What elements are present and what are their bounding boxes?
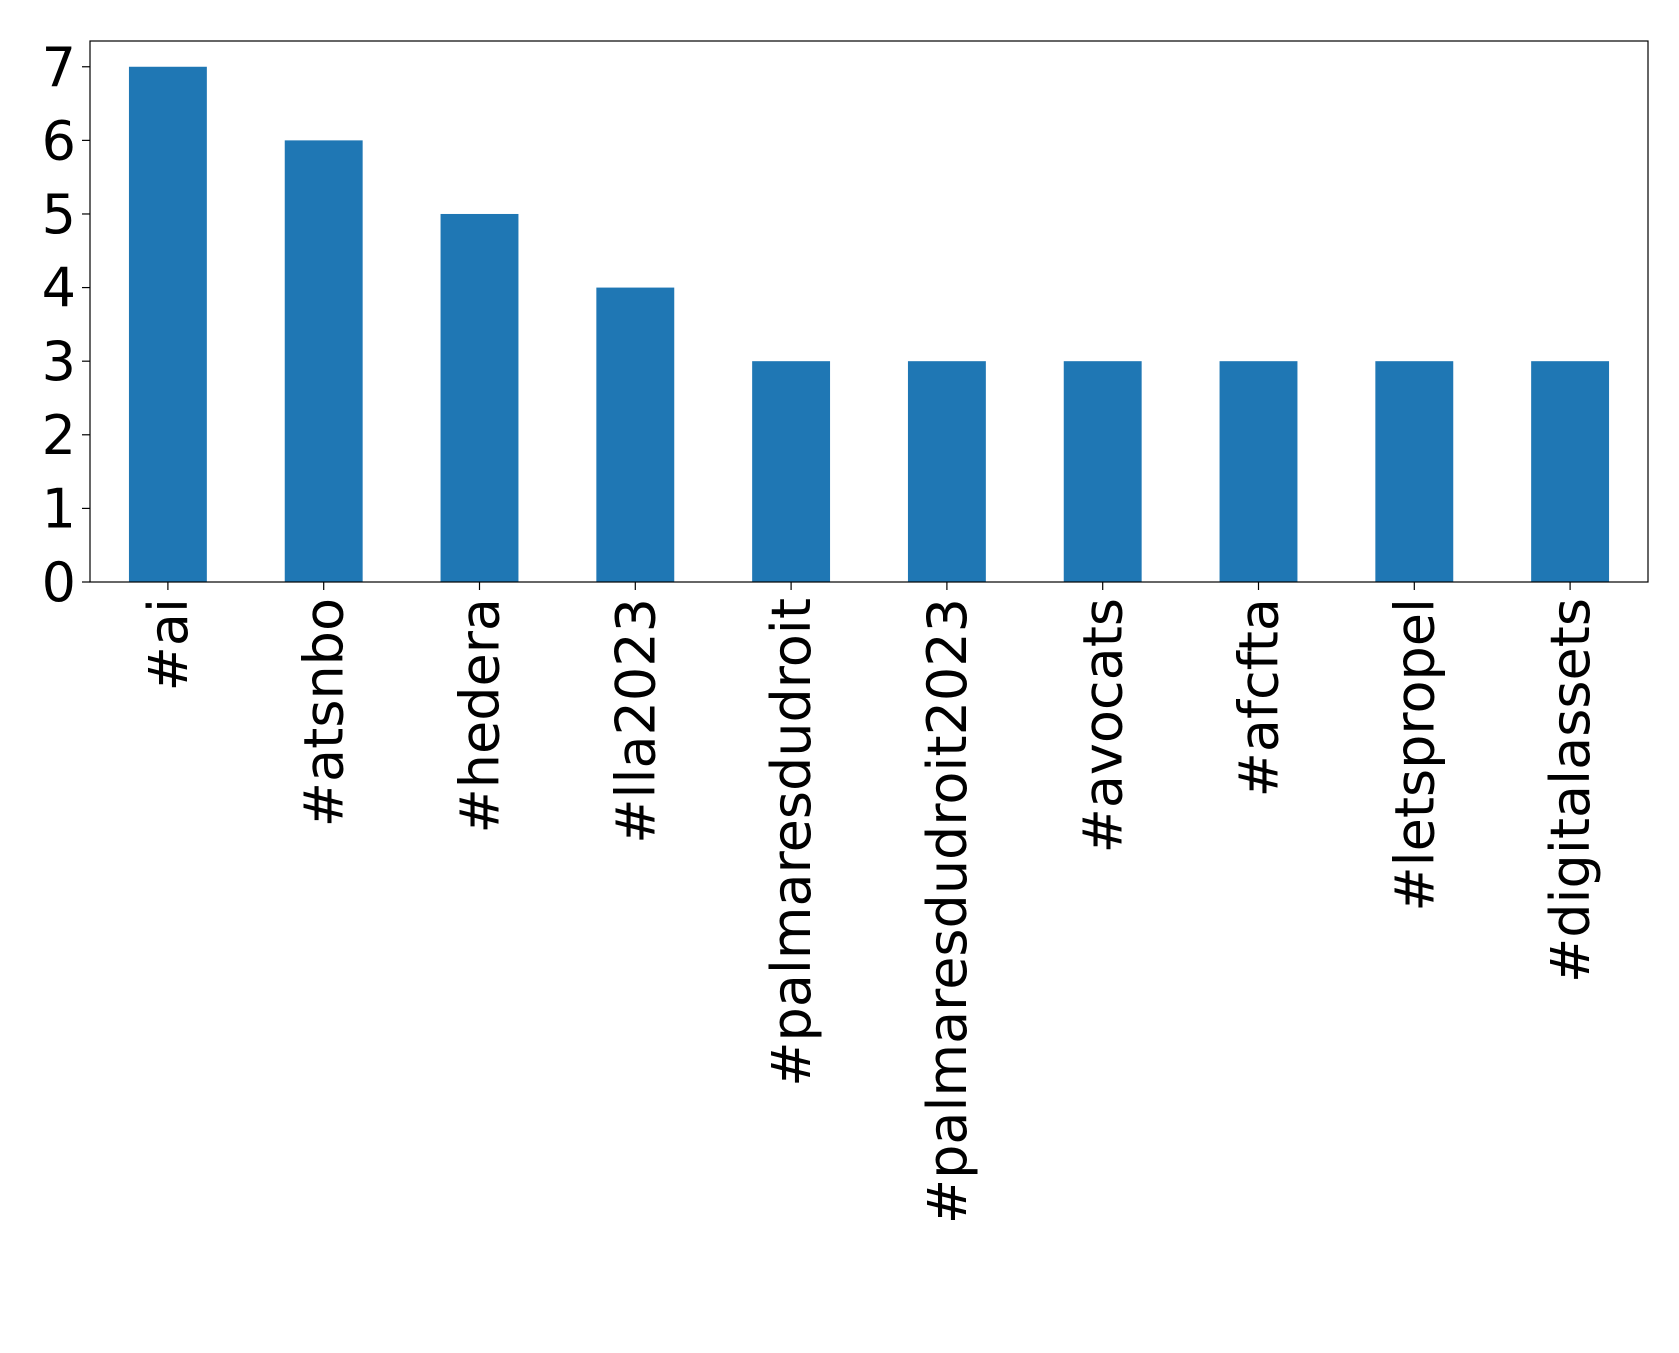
bar <box>1063 361 1142 582</box>
bar <box>1375 361 1454 582</box>
bar <box>1219 361 1298 582</box>
x-tick-label: #avocats <box>1072 598 1135 853</box>
x-tick-label: #palmaresdudroit <box>760 598 823 1087</box>
x-tick-label: #ai <box>137 598 200 691</box>
axes-frame <box>89 40 1649 583</box>
bar <box>752 361 831 582</box>
bar <box>1531 361 1610 582</box>
y-tick-label: 6 <box>42 109 76 172</box>
y-tick-label: 5 <box>42 183 76 246</box>
y-tick-label: 4 <box>42 257 76 320</box>
y-tick-label: 1 <box>42 477 76 540</box>
x-tick-label: #atsnbo <box>293 598 356 827</box>
bar <box>440 213 519 583</box>
y-tick-label: 2 <box>42 404 76 467</box>
bar <box>128 66 207 582</box>
x-tick-label: #letspropel <box>1383 598 1446 912</box>
y-tick-label: 7 <box>42 36 76 99</box>
x-tick-label: #hedera <box>449 598 512 834</box>
y-tick-label: 0 <box>42 551 76 614</box>
bar <box>907 361 986 582</box>
x-tick-label: #digitalassets <box>1539 598 1602 983</box>
bar <box>284 140 363 582</box>
x-tick-label: #lla2023 <box>604 598 667 844</box>
y-tick-label: 3 <box>42 330 76 393</box>
bar <box>596 287 675 582</box>
x-tick-label: #palmaresdudroit2023 <box>916 598 979 1224</box>
x-tick-label: #afcfta <box>1228 598 1291 797</box>
